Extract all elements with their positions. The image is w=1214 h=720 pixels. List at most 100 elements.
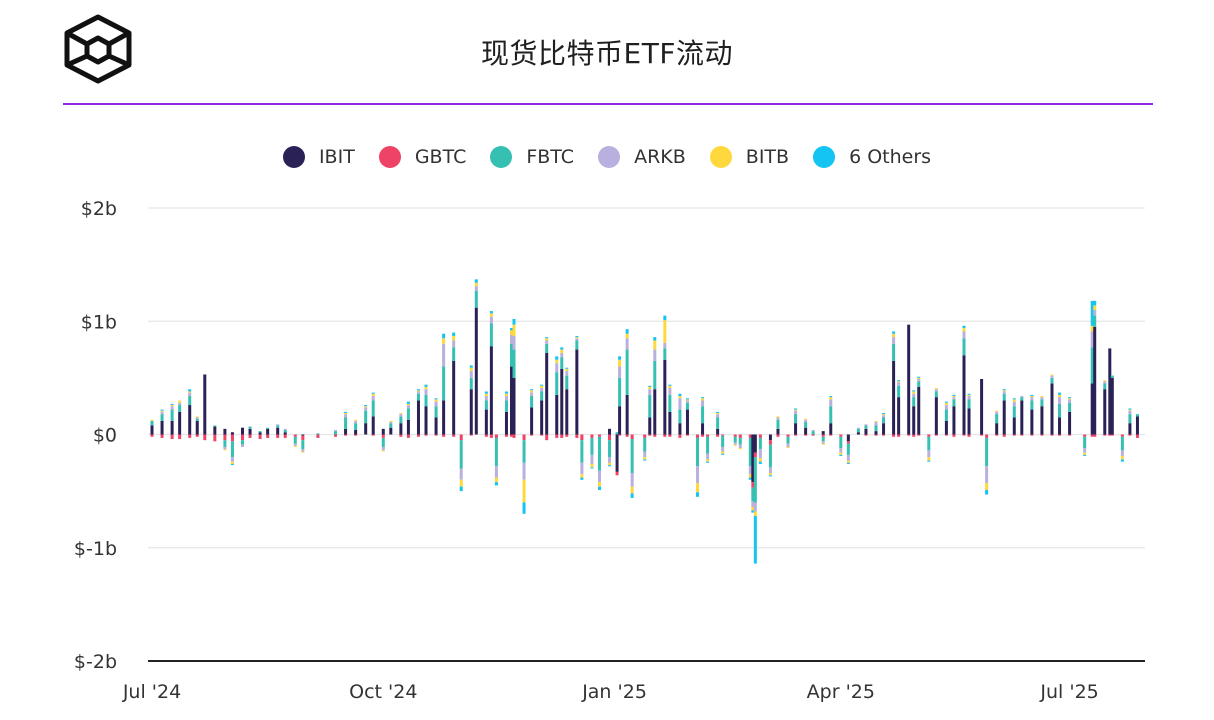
bar-stack[interactable]: [829, 395, 833, 436]
bar-stack[interactable]: [758, 434, 762, 464]
bar-stack[interactable]: [907, 324, 911, 436]
bar-stack[interactable]: [696, 434, 700, 497]
bar-stack[interactable]: [459, 434, 463, 492]
bar-stack[interactable]: [615, 432, 619, 476]
bar-stack[interactable]: [1030, 394, 1034, 436]
bar-stack[interactable]: [580, 434, 584, 480]
bar-stack[interactable]: [625, 329, 629, 437]
bar-stack[interactable]: [399, 412, 403, 437]
bar-stack[interactable]: [856, 427, 860, 435]
bar-stack[interactable]: [1120, 434, 1124, 462]
bar-stack[interactable]: [213, 425, 217, 442]
bar-stack[interactable]: [293, 434, 297, 447]
bar-stack[interactable]: [316, 433, 320, 438]
bar-stack[interactable]: [381, 428, 385, 452]
bar-stack[interactable]: [678, 393, 682, 438]
bar-stack[interactable]: [804, 418, 808, 436]
bar-stack[interactable]: [276, 424, 280, 438]
bar-stack[interactable]: [944, 401, 948, 436]
bar-stack[interactable]: [1012, 398, 1016, 436]
bar-stack[interactable]: [301, 434, 305, 453]
bar-stack[interactable]: [1058, 392, 1062, 436]
bar-stack[interactable]: [1135, 414, 1139, 438]
bar-stack[interactable]: [354, 419, 358, 436]
bar-stack[interactable]: [748, 434, 752, 480]
bar-stack[interactable]: [565, 367, 569, 437]
bar-stack[interactable]: [230, 432, 234, 466]
bar-stack[interactable]: [706, 434, 710, 463]
bar-stack[interactable]: [344, 411, 348, 436]
bar-stack[interactable]: [1128, 408, 1132, 436]
bar-stack[interactable]: [406, 401, 410, 438]
bar-stack[interactable]: [512, 318, 516, 438]
bar-stack[interactable]: [846, 434, 850, 464]
bar-stack[interactable]: [821, 431, 825, 445]
legend-item-bitb[interactable]: BITB: [709, 146, 789, 168]
bar-stack[interactable]: [424, 384, 428, 436]
bar-stack[interactable]: [786, 434, 790, 449]
bar-stack[interactable]: [985, 434, 989, 495]
bar-stack[interactable]: [952, 394, 956, 437]
bar-stack[interactable]: [768, 434, 772, 477]
bar-stack[interactable]: [716, 411, 720, 437]
bar-stack[interactable]: [882, 412, 886, 436]
bar-stack[interactable]: [618, 356, 622, 436]
bar-stack[interactable]: [178, 400, 182, 440]
bar-stack[interactable]: [258, 431, 262, 440]
bar-stack[interactable]: [484, 391, 488, 437]
bar-stack[interactable]: [364, 405, 368, 435]
bar-stack[interactable]: [560, 347, 564, 438]
bar-stack[interactable]: [864, 424, 868, 436]
bar-stack[interactable]: [195, 416, 199, 437]
bar-stack[interactable]: [474, 279, 478, 435]
bar-stack[interactable]: [967, 393, 971, 437]
bar-stack[interactable]: [897, 380, 901, 437]
bar-stack[interactable]: [509, 328, 513, 437]
bar-stack[interactable]: [811, 429, 815, 436]
bar-stack[interactable]: [685, 398, 689, 436]
bar-stack[interactable]: [434, 398, 438, 436]
bar-stack[interactable]: [203, 374, 207, 441]
bar-stack[interactable]: [241, 427, 245, 447]
bar-stack[interactable]: [575, 335, 579, 438]
bar-stack[interactable]: [927, 434, 931, 462]
bar-stack[interactable]: [522, 434, 526, 514]
bar-stack[interactable]: [912, 390, 916, 437]
bar-stack[interactable]: [1108, 348, 1112, 436]
legend-item-others[interactable]: 6 Others: [813, 146, 931, 168]
bar-stack[interactable]: [643, 434, 647, 461]
bar-stack[interactable]: [150, 419, 154, 437]
bar-stack[interactable]: [188, 389, 192, 438]
legend-item-ibit[interactable]: IBIT: [282, 146, 355, 168]
bar-stack[interactable]: [839, 434, 843, 457]
legend-item-fbtc[interactable]: FBTC: [490, 146, 574, 168]
bar-stack[interactable]: [1002, 389, 1006, 437]
bar-stack[interactable]: [892, 331, 896, 437]
bar-stack[interactable]: [653, 337, 657, 437]
bar-stack[interactable]: [442, 333, 446, 437]
bar-stack[interactable]: [334, 429, 338, 437]
bar-stack[interactable]: [283, 428, 287, 438]
bar-stack[interactable]: [160, 409, 164, 438]
bar-stack[interactable]: [266, 427, 270, 438]
bar-stack[interactable]: [917, 376, 921, 436]
bar-stack[interactable]: [530, 389, 534, 436]
bar-stack[interactable]: [751, 434, 755, 513]
bar-stack[interactable]: [733, 434, 737, 446]
bar-stack[interactable]: [1040, 395, 1044, 436]
bar-stack[interactable]: [1083, 434, 1087, 457]
bar-stack[interactable]: [663, 315, 667, 437]
bar-stack[interactable]: [597, 434, 601, 490]
bar-stack[interactable]: [1068, 397, 1072, 436]
bar-stack[interactable]: [874, 420, 878, 436]
bar-stack[interactable]: [1110, 375, 1114, 436]
bar-stack[interactable]: [794, 408, 798, 436]
bar-stack[interactable]: [753, 434, 757, 564]
bar-stack[interactable]: [934, 388, 938, 436]
bar-stack[interactable]: [371, 392, 375, 436]
bar-stack[interactable]: [721, 434, 725, 455]
bar-stack[interactable]: [962, 325, 966, 436]
bar-stack[interactable]: [540, 384, 544, 436]
bar-stack[interactable]: [776, 416, 780, 437]
legend-item-gbtc[interactable]: GBTC: [378, 146, 466, 168]
